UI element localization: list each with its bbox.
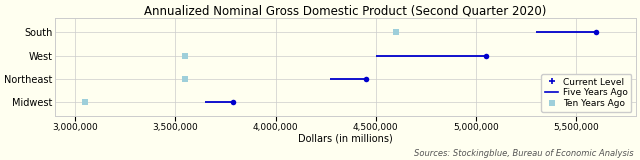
Title: Annualized Nominal Gross Domestic Product (Second Quarter 2020): Annualized Nominal Gross Domestic Produc… bbox=[145, 4, 547, 17]
Text: Sources: Stockingblue, Bureau of Economic Analysis: Sources: Stockingblue, Bureau of Economi… bbox=[414, 149, 634, 158]
X-axis label: Dollars (in millions): Dollars (in millions) bbox=[298, 133, 393, 143]
Legend: Current Level, Five Years Ago, Ten Years Ago: Current Level, Five Years Ago, Ten Years… bbox=[541, 74, 631, 112]
